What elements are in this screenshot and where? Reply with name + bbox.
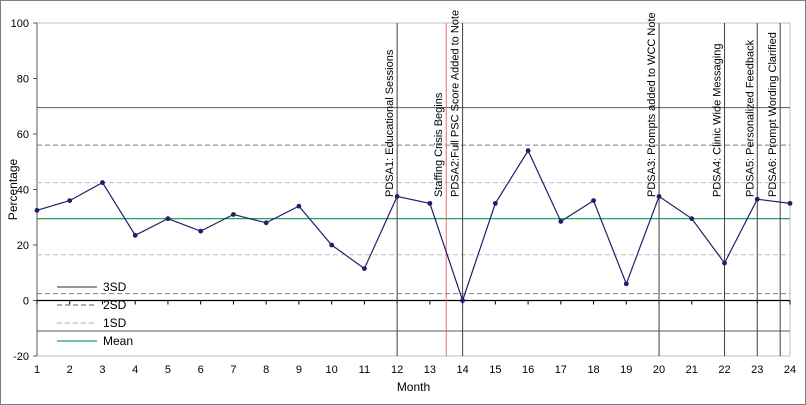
data-point bbox=[394, 194, 400, 199]
annotation-label: PDSA6: Prompt Wording Clarified bbox=[767, 32, 779, 197]
x-tick-label: 17 bbox=[555, 364, 567, 376]
data-point bbox=[100, 180, 105, 185]
x-tick-label: 9 bbox=[296, 364, 302, 376]
data-point bbox=[591, 198, 596, 204]
x-tick-label: 5 bbox=[165, 364, 171, 376]
data-point bbox=[754, 196, 760, 202]
y-tick-label: 80 bbox=[17, 74, 29, 86]
series-line bbox=[36, 149, 791, 303]
x-tick-label: 22 bbox=[718, 364, 730, 376]
data-point bbox=[427, 200, 433, 206]
data-point bbox=[165, 216, 171, 222]
x-tick-label: 20 bbox=[653, 364, 665, 376]
annotation-label: PDSA4: Clinic Wide Messaging bbox=[712, 44, 724, 197]
x-tick-label: 6 bbox=[198, 364, 204, 376]
data-point bbox=[231, 212, 236, 217]
data-point bbox=[34, 207, 40, 213]
data-point bbox=[329, 242, 335, 248]
data-point bbox=[296, 203, 302, 209]
x-tick-label: 15 bbox=[489, 364, 501, 376]
x-tick-label: 12 bbox=[391, 364, 403, 376]
y-tick-label: -20 bbox=[13, 351, 29, 363]
x-tick-label: 3 bbox=[99, 364, 105, 376]
x-tick-label: 16 bbox=[522, 364, 534, 376]
annotation-label: PDSA3: Prompts added to WCC Note bbox=[646, 12, 658, 197]
annotation-label: Staffing Crisis Begins bbox=[433, 92, 445, 197]
data-point bbox=[656, 194, 662, 199]
x-tick-label: 4 bbox=[132, 364, 138, 376]
x-tick-label: 10 bbox=[326, 364, 338, 376]
y-tick-label: 0 bbox=[23, 296, 29, 308]
data-point bbox=[623, 281, 629, 287]
data-point bbox=[525, 148, 531, 154]
data-point bbox=[722, 260, 727, 266]
x-axis-title: Month bbox=[397, 380, 430, 394]
legend-label-mean: Mean bbox=[103, 334, 133, 348]
data-point bbox=[689, 216, 695, 222]
x-tick-label: 19 bbox=[620, 364, 632, 376]
data-point bbox=[492, 200, 498, 206]
x-tick-label: 2 bbox=[67, 364, 73, 376]
x-tick-label: 1 bbox=[34, 364, 40, 376]
y-tick-label: 20 bbox=[17, 240, 29, 252]
data-point bbox=[361, 266, 367, 271]
data-point bbox=[67, 198, 73, 204]
x-tick-label: 8 bbox=[263, 364, 269, 376]
y-tick-label: 60 bbox=[17, 129, 29, 141]
legend-label-3sd: 3SD bbox=[103, 280, 127, 294]
data-point bbox=[263, 220, 269, 226]
legend-label-2sd: 2SD bbox=[103, 298, 127, 312]
annotation-label: PDSA1: Educational Sessions bbox=[384, 49, 396, 197]
x-tick-label: 14 bbox=[456, 364, 468, 376]
y-tick-label: 40 bbox=[17, 185, 29, 197]
x-tick-label: 18 bbox=[587, 364, 599, 376]
data-point bbox=[460, 298, 466, 303]
x-tick-label: 11 bbox=[359, 364, 370, 376]
annotation-label: PDSA2:Full PSC Score Added to Note bbox=[450, 10, 462, 197]
x-tick-label: 21 bbox=[686, 364, 698, 376]
legend-label-1sd: 1SD bbox=[103, 316, 127, 330]
data-point bbox=[787, 200, 793, 206]
y-tick-label: 100 bbox=[11, 18, 29, 30]
x-tick-label: 24 bbox=[784, 364, 796, 376]
annotation-label: PDSA5: Personalized Feedback bbox=[744, 39, 756, 197]
plot-area-border bbox=[36, 22, 791, 357]
x-tick-label: 13 bbox=[424, 364, 436, 376]
y-axis-title: Percentage bbox=[6, 158, 20, 220]
data-point bbox=[132, 232, 138, 238]
data-point bbox=[558, 219, 564, 224]
data-point bbox=[198, 228, 204, 234]
x-tick-label: 23 bbox=[751, 364, 763, 376]
x-tick-label: 7 bbox=[230, 364, 236, 376]
